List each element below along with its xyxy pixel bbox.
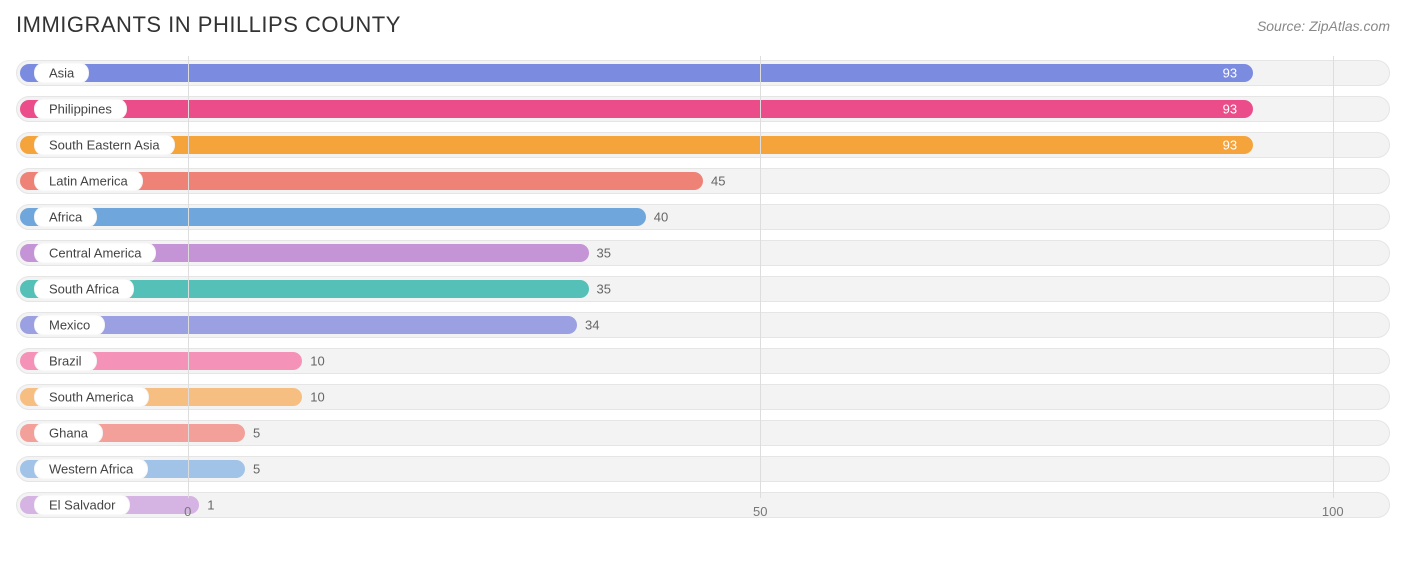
- chart-container: IMMIGRANTS IN PHILLIPS COUNTY Source: Zi…: [0, 0, 1406, 570]
- gridline: [760, 56, 761, 498]
- bars-group: Asia 93 Philippines 93 South Eastern Asia 93 L…: [16, 56, 1390, 526]
- bar-value-label: 35: [597, 245, 611, 260]
- bar-value-label: 5: [253, 425, 260, 440]
- bar-row: Brazil 10: [16, 344, 1390, 377]
- x-tick-label: 0: [184, 504, 191, 519]
- bar-row: Mexico 34: [16, 308, 1390, 341]
- bar-value-label: 93: [1223, 101, 1237, 116]
- bar-value-label: 40: [654, 209, 668, 224]
- bar-row: Central America 35: [16, 236, 1390, 269]
- bar-row: Latin America 45: [16, 164, 1390, 197]
- bar-row: South America 10: [16, 380, 1390, 413]
- bar-category-pill: Latin America: [34, 170, 143, 191]
- bar-category-pill: Africa: [34, 206, 97, 227]
- bar-category-pill: South America: [34, 386, 149, 407]
- bar-fill: [20, 136, 1253, 154]
- gridline: [188, 56, 189, 498]
- chart-header: IMMIGRANTS IN PHILLIPS COUNTY Source: Zi…: [16, 12, 1390, 38]
- bar-fill: [20, 64, 1253, 82]
- bar-category-pill: Ghana: [34, 422, 103, 443]
- bar-value-label: 10: [310, 389, 324, 404]
- x-axis: 0 50 100: [16, 498, 1390, 526]
- bar-value-label: 93: [1223, 65, 1237, 80]
- bar-fill: [20, 208, 646, 226]
- bar-category-pill: Central America: [34, 242, 156, 263]
- bar-row: South Eastern Asia 93: [16, 128, 1390, 161]
- bar-fill: [20, 100, 1253, 118]
- bar-category-pill: South Eastern Asia: [34, 134, 175, 155]
- bar-category-pill: Western Africa: [34, 458, 148, 479]
- bar-row: Asia 93: [16, 56, 1390, 89]
- bar-value-label: 10: [310, 353, 324, 368]
- x-tick-label: 50: [753, 504, 767, 519]
- bar-category-pill: South Africa: [34, 278, 134, 299]
- bar-row: Philippines 93: [16, 92, 1390, 125]
- bar-category-pill: Brazil: [34, 350, 97, 371]
- bar-row: Africa 40: [16, 200, 1390, 233]
- gridline: [1333, 56, 1334, 498]
- chart-source: Source: ZipAtlas.com: [1257, 18, 1390, 34]
- bar-row: Western Africa 5: [16, 452, 1390, 485]
- bar-row: South Africa 35: [16, 272, 1390, 305]
- bar-value-label: 35: [597, 281, 611, 296]
- bar-category-pill: Philippines: [34, 98, 127, 119]
- bar-category-pill: Mexico: [34, 314, 105, 335]
- bar-value-label: 34: [585, 317, 599, 332]
- chart-title: IMMIGRANTS IN PHILLIPS COUNTY: [16, 12, 401, 38]
- bar-value-label: 93: [1223, 137, 1237, 152]
- bar-value-label: 5: [253, 461, 260, 476]
- bar-category-pill: Asia: [34, 62, 89, 83]
- bar-value-label: 45: [711, 173, 725, 188]
- plot-area: Asia 93 Philippines 93 South Eastern Asia 93 L…: [16, 56, 1390, 526]
- x-tick-label: 100: [1322, 504, 1344, 519]
- bar-row: Ghana 5: [16, 416, 1390, 449]
